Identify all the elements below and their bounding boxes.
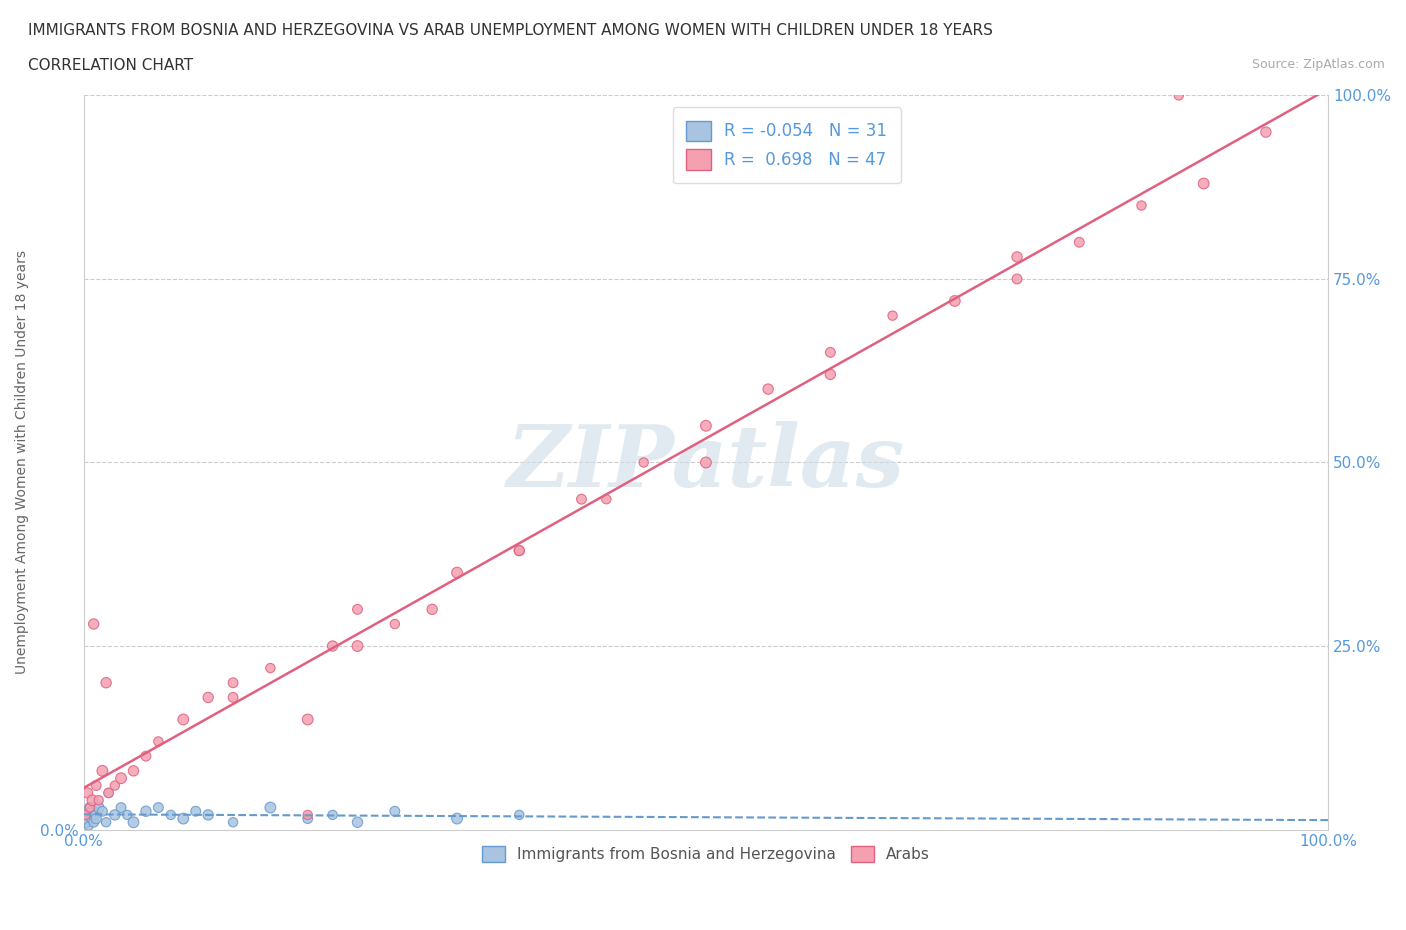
Point [87, 800, 110, 815]
Point [110, 771, 132, 786]
Point [97, 786, 120, 801]
Point [695, 455, 717, 470]
Point [1005, 249, 1028, 264]
Point [83, 617, 105, 631]
Point [160, 807, 183, 822]
Point [184, 804, 207, 818]
Point [420, 602, 443, 617]
Point [820, 367, 842, 382]
Point [79, 800, 101, 815]
Y-axis label: Unemployment Among Women with Children Under 18 years: Unemployment Among Women with Children U… [15, 250, 30, 674]
Point [135, 804, 157, 818]
Point [346, 639, 368, 654]
Point [79, 800, 101, 815]
Point [446, 565, 468, 580]
Point [97, 786, 120, 801]
Text: ZIPatlas: ZIPatlas [508, 420, 905, 504]
Point [508, 543, 530, 558]
Point [104, 778, 127, 793]
Point [1069, 234, 1091, 249]
Point [84, 811, 107, 826]
Point [259, 800, 281, 815]
Point [882, 308, 904, 323]
Point [633, 455, 655, 470]
Point [94, 815, 117, 830]
Point [84, 807, 107, 822]
Point [756, 381, 779, 396]
Point [508, 543, 530, 558]
Point [75, 815, 97, 830]
Point [297, 811, 319, 826]
Point [222, 815, 245, 830]
Point [1005, 272, 1028, 286]
Point [820, 345, 842, 360]
Point [1254, 125, 1277, 140]
Point [943, 294, 966, 309]
Point [122, 764, 145, 778]
Point [197, 690, 219, 705]
Point [172, 811, 194, 826]
Point [80, 811, 103, 826]
Point [172, 712, 194, 727]
Point [84, 778, 107, 793]
Point [117, 807, 139, 822]
Point [87, 792, 110, 807]
Point [148, 734, 170, 749]
Point [77, 818, 100, 833]
Point [297, 807, 319, 822]
Point [122, 815, 145, 830]
Text: CORRELATION CHART: CORRELATION CHART [28, 58, 193, 73]
Point [571, 492, 593, 507]
Point [1130, 198, 1153, 213]
Point [384, 617, 406, 631]
Point [695, 418, 717, 433]
Point [259, 660, 281, 675]
Point [222, 690, 245, 705]
Point [446, 811, 468, 826]
Point [595, 492, 617, 507]
Point [297, 712, 319, 727]
Point [76, 807, 98, 822]
Point [104, 807, 127, 822]
Point [346, 815, 368, 830]
Text: IMMIGRANTS FROM BOSNIA AND HERZEGOVINA VS ARAB UNEMPLOYMENT AMONG WOMEN WITH CHI: IMMIGRANTS FROM BOSNIA AND HERZEGOVINA V… [28, 23, 993, 38]
Point [82, 804, 104, 818]
Point [322, 639, 344, 654]
Point [110, 800, 132, 815]
Point [1167, 88, 1189, 103]
Point [73, 807, 96, 822]
Point [508, 807, 530, 822]
Point [76, 786, 98, 801]
Point [91, 804, 114, 818]
Point [197, 807, 219, 822]
Text: Source: ZipAtlas.com: Source: ZipAtlas.com [1251, 58, 1385, 71]
Point [222, 675, 245, 690]
Point [346, 602, 368, 617]
Point [94, 675, 117, 690]
Point [82, 792, 104, 807]
Point [83, 815, 105, 830]
Point [135, 749, 157, 764]
Point [148, 800, 170, 815]
Point [91, 764, 114, 778]
Point [384, 804, 406, 818]
Legend: Immigrants from Bosnia and Herzegovina, Arabs: Immigrants from Bosnia and Herzegovina, … [474, 839, 938, 870]
Point [1192, 176, 1215, 191]
Point [322, 807, 344, 822]
